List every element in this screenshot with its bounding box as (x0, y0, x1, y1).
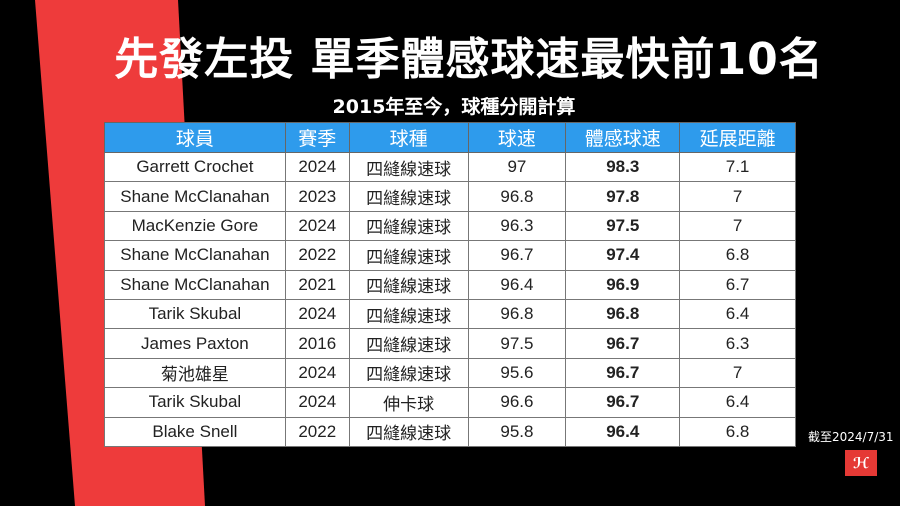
column-header: 賽季 (284, 122, 350, 153)
table-cell: Tarik Skubal (104, 387, 286, 418)
column-header: 球員 (104, 122, 286, 153)
table-cell: 7 (679, 357, 796, 389)
column-header: 球種 (348, 122, 469, 153)
page-title: 先發左投 單季體感球速最快前10名 (114, 34, 824, 85)
table-cell: 2021 (284, 269, 350, 300)
table-header: 球員 賽季 球種 球速 體感球速 延展距離 (104, 122, 796, 153)
table-row: Tarik Skubal 2024 四縫線速球 96.8 96.8 6.4 (104, 298, 796, 330)
table-cell: 6.3 (679, 328, 796, 359)
ranking-table: 球員 賽季 球種 球速 體感球速 延展距離 Garrett Crochet 2024 四縫線速… (104, 122, 796, 447)
table-cell: 四縫線速球 (348, 328, 469, 359)
table-cell: 四縫線速球 (348, 357, 469, 389)
table-cell: 2024 (284, 210, 350, 242)
table-cell: Shane McClanahan (104, 240, 286, 271)
as-of-date: 截至2024/7/31 (808, 430, 894, 444)
table-row: Tarik Skubal 2024 伸卡球 96.6 96.7 6.4 (104, 387, 796, 418)
table-cell: Blake Snell (104, 416, 286, 447)
table-cell: 2024 (284, 298, 350, 330)
table-cell: 97.8 (565, 181, 681, 212)
table-cell: 2022 (284, 240, 350, 271)
table-cell: 96.8 (565, 298, 681, 330)
table-cell: 2022 (284, 416, 350, 447)
table-cell: 四縫線速球 (348, 151, 469, 183)
table-cell: 95.6 (467, 357, 567, 389)
table-cell: Garrett Crochet (104, 151, 286, 183)
table-cell: Shane McClanahan (104, 269, 286, 300)
table-cell: Tarik Skubal (104, 298, 286, 330)
table-cell: James Paxton (104, 328, 286, 359)
table-cell: 95.8 (467, 416, 567, 447)
table-row: Garrett Crochet 2024 四縫線速球 97 98.3 7.1 (104, 151, 796, 183)
table-cell: 6.8 (679, 240, 796, 271)
table-cell: 96.7 (565, 328, 681, 359)
table-cell: 97.5 (565, 210, 681, 242)
table-cell: 96.6 (467, 387, 567, 418)
table-row: Shane McClanahan 2021 四縫線速球 96.4 96.9 6.7 (104, 269, 796, 300)
table-row: 菊池雄星 2024 四縫線速球 95.6 96.7 7 (104, 357, 796, 389)
table-cell: 6.4 (679, 387, 796, 418)
table-cell: 四縫線速球 (348, 210, 469, 242)
table-cell: 四縫線速球 (348, 269, 469, 300)
table-cell: 96.3 (467, 210, 567, 242)
column-header: 延展距離 (679, 122, 796, 153)
table-row: Shane McClanahan 2023 四縫線速球 96.8 97.8 7 (104, 181, 796, 212)
table-cell: 四縫線速球 (348, 240, 469, 271)
table-cell: 96.7 (565, 387, 681, 418)
table-cell: 96.4 (467, 269, 567, 300)
table-cell: 96.7 (565, 357, 681, 389)
table-cell: 四縫線速球 (348, 298, 469, 330)
table-cell: 2023 (284, 181, 350, 212)
table-cell: 6.7 (679, 269, 796, 300)
table-cell: 98.3 (565, 151, 681, 183)
table-cell: 2024 (284, 357, 350, 389)
table-cell: 伸卡球 (348, 387, 469, 418)
table-row: James Paxton 2016 四縫線速球 97.5 96.7 6.3 (104, 328, 796, 359)
column-header: 球速 (467, 122, 567, 153)
table-cell: 96.8 (467, 181, 567, 212)
table-cell: 2024 (284, 151, 350, 183)
table-row: MacKenzie Gore 2024 四縫線速球 96.3 97.5 7 (104, 210, 796, 242)
table-cell: 96.7 (467, 240, 567, 271)
table-cell: 菊池雄星 (104, 357, 286, 389)
table-cell: 97 (467, 151, 567, 183)
table-cell: 96.8 (467, 298, 567, 330)
table-cell: 四縫線速球 (348, 181, 469, 212)
table-cell: Shane McClanahan (104, 181, 286, 212)
table-cell: 6.4 (679, 298, 796, 330)
table-cell: 7.1 (679, 151, 796, 183)
subtitle: 2015年至今，球種分開計算 (332, 96, 576, 118)
table-cell: MacKenzie Gore (104, 210, 286, 242)
brand-logo: ℋ (845, 450, 877, 476)
table-row: Shane McClanahan 2022 四縫線速球 96.7 97.4 6.8 (104, 240, 796, 271)
column-header: 體感球速 (565, 122, 681, 153)
table-cell: 96.9 (565, 269, 681, 300)
table-cell: 6.8 (679, 416, 796, 447)
table-cell: 7 (679, 181, 796, 212)
table-cell: 97.5 (467, 328, 567, 359)
table-cell: 96.4 (565, 416, 681, 447)
table-cell: 2016 (284, 328, 350, 359)
table-cell: 97.4 (565, 240, 681, 271)
table-cell: 2024 (284, 387, 350, 418)
table-cell: 四縫線速球 (348, 416, 469, 447)
table-row: Blake Snell 2022 四縫線速球 95.8 96.4 6.8 (104, 416, 796, 447)
table-cell: 7 (679, 210, 796, 242)
